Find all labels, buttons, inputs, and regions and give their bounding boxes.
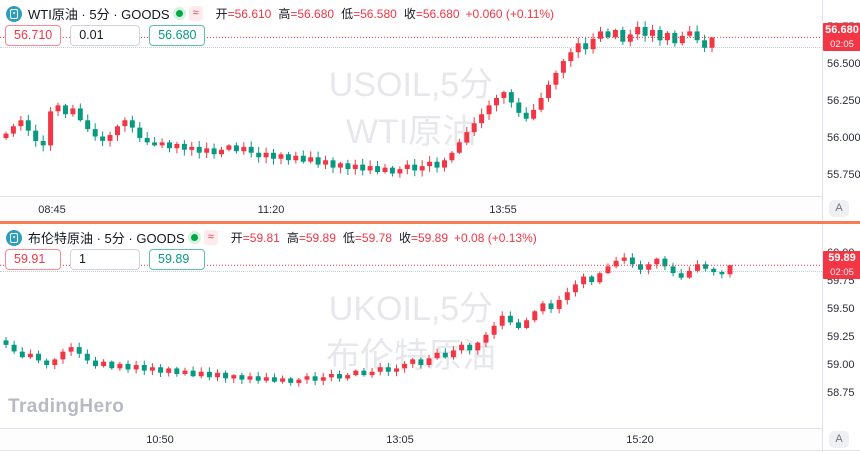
open-label: 开 — [215, 7, 228, 21]
open-value: =59.81 — [242, 230, 280, 245]
low-value: =59.78 — [354, 230, 392, 245]
bottom-border — [0, 450, 860, 451]
badge-price: 59.89 — [828, 252, 856, 264]
price-tick-label: 59.25 — [827, 331, 855, 343]
brent-trade-widget: 59.91 1 59.89 — [5, 249, 205, 270]
chart-panel-wti: USOIL,5分 WTI原油 WTI原油 · 5分 · GOODS ≈ 开 =56… — [0, 0, 860, 221]
symbol-title[interactable]: WTI原油 · 5分 · GOODS — [28, 7, 170, 22]
close-value: =59.89 — [410, 230, 449, 245]
current-price-badge[interactable]: 59.89 02:05 — [823, 251, 860, 279]
buy-price-button[interactable]: 59.89 — [149, 249, 205, 270]
high-label: 高 — [278, 7, 291, 21]
price-tick-label: 55.750 — [827, 169, 860, 181]
auto-scale-button[interactable]: A — [829, 200, 849, 217]
close-label: 收 — [398, 231, 411, 245]
low-label: 低 — [342, 231, 355, 245]
badge-price: 56.680 — [825, 24, 859, 36]
low-label: 低 — [341, 7, 354, 21]
price-tick-label: 59.50 — [827, 303, 855, 315]
symbol-logo-icon — [6, 5, 22, 22]
change-value: +0.08 (+0.13%) — [454, 230, 537, 245]
sell-price-button[interactable]: 59.91 — [5, 249, 61, 270]
price-tick-label: 58.75 — [827, 387, 855, 399]
time-tick-label: 08:45 — [38, 203, 66, 216]
time-tick-label: 11:20 — [257, 203, 285, 216]
chart-panel-brent: UKOIL,5分 布伦特原油 布伦特原油 · 5分 · GOODS ≈ 开 =59… — [0, 224, 860, 450]
close-value: =56.680 — [415, 6, 460, 21]
price-tick-label: 56.250 — [827, 95, 860, 107]
price-tick-label: 56.000 — [827, 132, 860, 144]
brent-plot-area[interactable]: UKOIL,5分 布伦特原油 布伦特原油 · 5分 · GOODS ≈ 开 =59… — [0, 224, 822, 428]
brent-time-axis[interactable]: 10:50 13:05 15:20 — [0, 428, 822, 450]
symbol-logo-icon — [6, 229, 22, 246]
time-tick-label: 13:55 — [489, 203, 517, 216]
approx-badge: ≈ — [203, 230, 218, 245]
badge-countdown: 02:05 — [830, 39, 854, 50]
wti-candlestick-chart[interactable] — [0, 0, 822, 196]
high-label: 高 — [286, 231, 299, 245]
auto-scale-button[interactable]: A — [829, 431, 849, 448]
current-price-badge[interactable]: 56.680 02:05 — [823, 23, 860, 51]
wti-plot-area[interactable]: USOIL,5分 WTI原油 WTI原油 · 5分 · GOODS ≈ 开 =56… — [0, 0, 822, 196]
market-status-dot-icon — [175, 10, 183, 17]
ohlc-readout: 开 =56.610 高 =56.680 低 =56.580 收 =56.680 +0.0… — [209, 5, 554, 22]
time-tick-label: 15:20 — [626, 434, 654, 446]
quantity-input[interactable]: 1 — [70, 249, 140, 270]
high-value: =56.680 — [290, 6, 335, 21]
low-value: =56.580 — [353, 6, 397, 21]
open-value: =56.610 — [227, 6, 272, 21]
badge-countdown: 02:05 — [830, 267, 854, 278]
price-tick-label: 56.500 — [827, 58, 860, 70]
sell-price-button[interactable]: 56.710 — [5, 25, 62, 46]
quantity-input[interactable]: 0.01 — [70, 25, 141, 46]
time-tick-label: 10:50 — [146, 434, 174, 446]
wti-trade-widget: 56.710 0.01 56.680 — [5, 25, 206, 46]
close-label: 收 — [403, 7, 416, 21]
time-tick-label: 13:05 — [386, 434, 414, 446]
high-value: =59.89 — [298, 230, 336, 245]
brent-candlestick-chart[interactable] — [0, 224, 822, 428]
open-label: 开 — [230, 231, 243, 245]
wti-time-axis[interactable]: 08:45 11:20 13:55 — [0, 196, 822, 221]
panel-divider[interactable] — [0, 221, 860, 224]
ohlc-readout: 开 =59.81 高 =59.89 低 =59.78 收 =59.89 +0.08 (+… — [224, 229, 537, 246]
level-line — [0, 271, 822, 272]
market-status-dot-icon — [190, 234, 198, 241]
approx-badge: ≈ — [188, 6, 203, 21]
wti-header: WTI原油 · 5分 · GOODS ≈ 开 =56.610 高 =56.680 低… — [6, 4, 554, 23]
change-value: +0.060 (+0.11%) — [465, 6, 555, 21]
price-tick-label: 59.00 — [827, 359, 855, 371]
symbol-title[interactable]: 布伦特原油 · 5分 · GOODS — [28, 231, 185, 246]
brent-header: 布伦特原油 · 5分 · GOODS ≈ 开 =59.81 高 =59.89 低 =5… — [6, 228, 537, 247]
buy-price-button[interactable]: 56.680 — [149, 25, 206, 46]
level-line — [0, 47, 822, 48]
